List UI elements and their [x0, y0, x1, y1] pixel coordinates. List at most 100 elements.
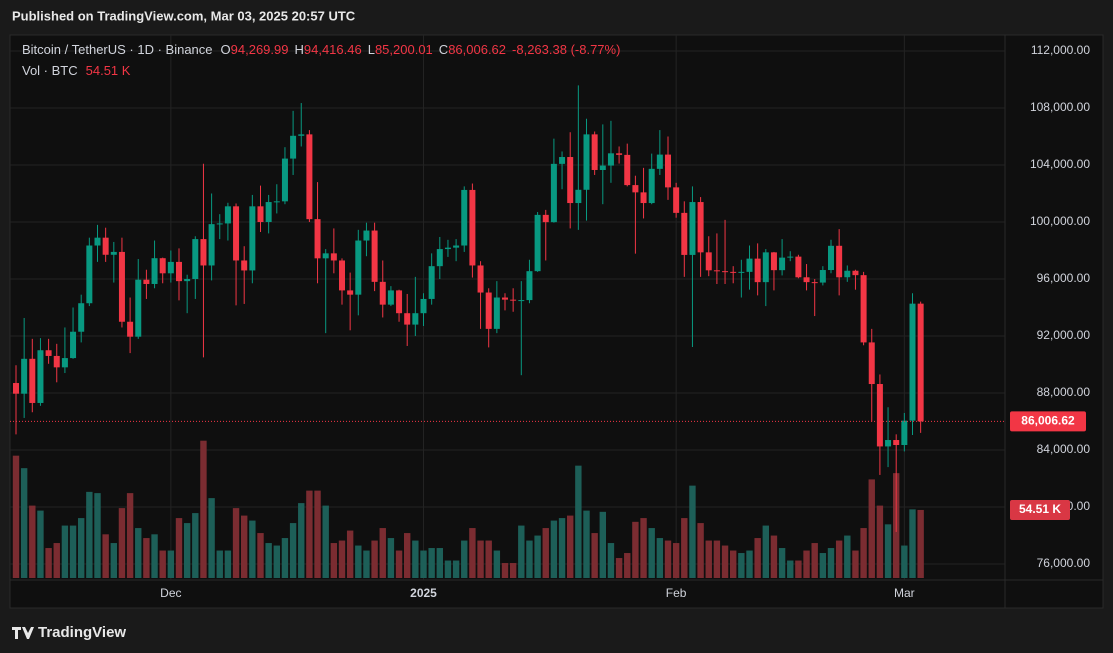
candle-body: [836, 245, 843, 278]
candle-body: [21, 358, 28, 394]
volume-bar: [265, 543, 272, 578]
candle-body: [453, 245, 460, 248]
volume-badge-label: 54.51 K: [1019, 502, 1061, 516]
candle-body: [828, 245, 834, 271]
candle-body: [127, 321, 134, 337]
volume-bar: [721, 545, 729, 578]
ohlc-key: H: [294, 42, 303, 57]
volume-bar: [118, 508, 126, 578]
volume-bar: [86, 491, 93, 578]
volume-bar: [143, 538, 150, 578]
candle-body: [159, 258, 166, 274]
candle-body: [599, 165, 606, 170]
volume-bar: [208, 498, 215, 578]
volume-bar: [159, 550, 166, 578]
candle-body: [901, 420, 908, 446]
change: -8,263.38 (-8.77%): [512, 42, 620, 57]
volume-bar: [395, 550, 403, 578]
candle-body: [53, 355, 60, 368]
candle-body: [387, 290, 394, 305]
y-tick-label: 96,000.00: [1037, 271, 1091, 285]
candle-body: [746, 258, 753, 272]
candle-body: [559, 157, 566, 164]
candle-body: [689, 202, 696, 255]
volume-bar: [624, 553, 631, 578]
volume-bar: [762, 525, 769, 578]
volume-bar: [151, 534, 158, 578]
volume-bar: [534, 535, 541, 578]
volume-bar: [575, 465, 582, 578]
volume-badge: [1010, 499, 1070, 520]
volume-bar: [591, 533, 598, 578]
volume-bar: [444, 560, 452, 578]
volume-bar: [20, 468, 28, 578]
volume-bar: [330, 543, 338, 578]
volume-bar: [795, 560, 802, 578]
volume-bar: [346, 530, 354, 578]
candle-body: [339, 260, 345, 291]
candle-body: [355, 240, 362, 295]
volume-bar: [827, 548, 835, 578]
candle-body: [396, 290, 403, 314]
candle-body: [860, 275, 867, 343]
candle-body: [477, 265, 484, 293]
volume-bar: [78, 518, 85, 578]
candle-body: [624, 154, 631, 186]
candle-layer: [13, 85, 924, 532]
volume-bar: [648, 528, 655, 578]
volume-bar: [599, 511, 606, 578]
candle-body: [770, 252, 777, 271]
volume-title: Vol · BTC: [22, 63, 78, 78]
volume-bar: [338, 540, 346, 578]
candle-body: [534, 214, 541, 272]
x-tick-label: Feb: [666, 586, 687, 600]
candle-body: [13, 383, 19, 394]
last-price-label: 86,006.62: [1021, 414, 1075, 428]
candle-body: [273, 201, 280, 203]
candle-body: [730, 271, 737, 273]
volume-bar: [607, 543, 615, 578]
symbol: Bitcoin / TetherUS · 1D · Binance: [22, 42, 213, 57]
volume-bar: [94, 493, 101, 578]
candle-body: [290, 135, 297, 159]
candle-body: [542, 214, 549, 223]
candle-body: [713, 270, 720, 272]
volume-bar: [819, 553, 827, 578]
volume-bar: [126, 493, 134, 578]
volume-bar: [135, 528, 142, 578]
candle-body: [330, 253, 337, 261]
volume-bar: [615, 558, 623, 578]
volume-bar: [175, 518, 183, 578]
candle-body: [200, 239, 207, 266]
volume-bar: [412, 540, 419, 578]
candle-body: [249, 206, 256, 271]
volume-bar: [379, 528, 386, 578]
volume-bar: [901, 545, 908, 578]
last-price-badge: [1010, 411, 1086, 432]
y-tick-label: 104,000.00: [1030, 157, 1090, 171]
candle-body: [779, 257, 786, 271]
volume-bar: [102, 534, 109, 578]
volume-bar: [664, 540, 672, 578]
volume-bar: [281, 538, 289, 578]
volume-bar: [37, 510, 44, 578]
candle-body: [167, 261, 174, 274]
volume-bar: [689, 485, 696, 578]
candle-body: [347, 290, 354, 295]
volume-bar: [477, 540, 484, 578]
volume-bar: [501, 563, 509, 578]
volume-bar: [192, 513, 199, 578]
candle-body: [461, 189, 468, 246]
volume-bar: [452, 560, 460, 578]
candle-body: [404, 313, 411, 325]
candle-body: [705, 252, 712, 271]
candle-body: [110, 251, 117, 255]
volume-bar: [183, 523, 191, 578]
volume-bar: [632, 521, 639, 578]
volume-bar: [787, 560, 794, 578]
candle-body: [526, 271, 533, 301]
volume-bar: [371, 540, 378, 578]
ohlc-key: L: [368, 42, 375, 57]
candle-body: [233, 206, 240, 261]
